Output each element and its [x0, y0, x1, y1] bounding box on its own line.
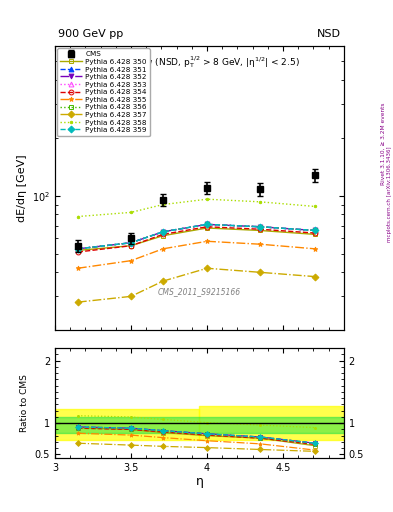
Line: Pythia 6.428 353: Pythia 6.428 353 [75, 222, 318, 251]
Pythia 6.428 352 [313, 227, 318, 233]
Text: NSD: NSD [317, 29, 341, 39]
Y-axis label: dE/dη [GeV]: dE/dη [GeV] [17, 154, 27, 222]
Pythia 6.428 355 [205, 238, 209, 244]
Pythia 6.428 354 [313, 230, 318, 236]
Pythia 6.428 352 [205, 221, 209, 227]
Pythia 6.428 351 [161, 229, 165, 235]
Pythia 6.428 358 [205, 196, 209, 202]
Pythia 6.428 354 [258, 226, 263, 232]
Pythia 6.428 353 [75, 246, 80, 252]
Text: CMS_2011_S9215166: CMS_2011_S9215166 [158, 287, 241, 296]
Pythia 6.428 353 [258, 224, 263, 230]
Pythia 6.428 354 [129, 243, 133, 249]
Pythia 6.428 351 [129, 240, 133, 246]
Pythia 6.428 358 [161, 202, 165, 208]
Pythia 6.428 358 [75, 214, 80, 220]
Pythia 6.428 359 [75, 246, 80, 252]
Pythia 6.428 358 [258, 199, 263, 205]
Pythia 6.428 350 [161, 232, 165, 239]
Line: Pythia 6.428 359: Pythia 6.428 359 [75, 222, 318, 251]
Pythia 6.428 351 [258, 224, 263, 230]
Pythia 6.428 352 [129, 240, 133, 246]
Pythia 6.428 357 [75, 299, 80, 305]
Text: 900 GeV pp: 900 GeV pp [58, 29, 123, 39]
Pythia 6.428 359 [129, 240, 133, 246]
Pythia 6.428 357 [313, 273, 318, 280]
Line: Pythia 6.428 358: Pythia 6.428 358 [75, 197, 318, 219]
Line: Pythia 6.428 352: Pythia 6.428 352 [75, 222, 318, 251]
Pythia 6.428 356 [205, 221, 209, 227]
Pythia 6.428 355 [258, 241, 263, 247]
Pythia 6.428 352 [258, 224, 263, 230]
Text: Rivet 3.1.10, ≥ 3.2M events: Rivet 3.1.10, ≥ 3.2M events [381, 102, 386, 185]
Pythia 6.428 357 [129, 293, 133, 300]
Pythia 6.428 359 [313, 227, 318, 233]
Pythia 6.428 356 [129, 240, 133, 246]
Legend: CMS, Pythia 6.428 350, Pythia 6.428 351, Pythia 6.428 352, Pythia 6.428 353, Pyt: CMS, Pythia 6.428 350, Pythia 6.428 351,… [57, 48, 150, 136]
Line: Pythia 6.428 351: Pythia 6.428 351 [75, 222, 318, 251]
Pythia 6.428 350 [129, 243, 133, 249]
Pythia 6.428 352 [75, 246, 80, 252]
Pythia 6.428 356 [75, 246, 80, 252]
Pythia 6.428 350 [75, 247, 80, 253]
Pythia 6.428 350 [313, 231, 318, 238]
Pythia 6.428 357 [258, 269, 263, 275]
Pythia 6.428 355 [313, 246, 318, 252]
X-axis label: $\eta$: $\eta$ [195, 476, 204, 490]
Pythia 6.428 359 [161, 229, 165, 235]
Text: mcplots.cern.ch [arXiv:1306.3436]: mcplots.cern.ch [arXiv:1306.3436] [387, 147, 391, 242]
Line: Pythia 6.428 357: Pythia 6.428 357 [75, 266, 318, 305]
Pythia 6.428 359 [205, 221, 209, 227]
Pythia 6.428 357 [205, 265, 209, 271]
Pythia 6.428 351 [75, 246, 80, 252]
Y-axis label: Ratio to CMS: Ratio to CMS [20, 374, 29, 432]
Line: Pythia 6.428 350: Pythia 6.428 350 [75, 226, 318, 253]
Pythia 6.428 351 [313, 227, 318, 233]
Line: Pythia 6.428 355: Pythia 6.428 355 [75, 239, 318, 271]
Pythia 6.428 355 [75, 265, 80, 271]
Pythia 6.428 357 [161, 278, 165, 284]
Pythia 6.428 352 [161, 229, 165, 235]
Line: Pythia 6.428 356: Pythia 6.428 356 [75, 222, 318, 251]
Pythia 6.428 353 [205, 221, 209, 227]
Pythia 6.428 355 [161, 246, 165, 252]
Pythia 6.428 356 [258, 224, 263, 230]
Pythia 6.428 355 [129, 258, 133, 264]
Pythia 6.428 354 [205, 224, 209, 230]
Pythia 6.428 353 [161, 229, 165, 235]
Line: Pythia 6.428 354: Pythia 6.428 354 [75, 224, 318, 254]
Pythia 6.428 350 [205, 225, 209, 231]
Pythia 6.428 353 [129, 240, 133, 246]
Pythia 6.428 359 [258, 224, 263, 230]
Pythia 6.428 353 [313, 227, 318, 233]
Pythia 6.428 356 [313, 227, 318, 233]
Pythia 6.428 358 [129, 209, 133, 216]
Pythia 6.428 354 [75, 249, 80, 255]
Text: Energy flow (NSD, $p_T^{1/2}$ > 8 GeV, $|\eta^{1/2}|$ < 2.5): Energy flow (NSD, $p_T^{1/2}$ > 8 GeV, $… [99, 55, 300, 70]
Pythia 6.428 350 [258, 227, 263, 233]
Pythia 6.428 356 [161, 229, 165, 235]
Pythia 6.428 358 [313, 203, 318, 209]
Pythia 6.428 351 [205, 221, 209, 227]
Pythia 6.428 354 [161, 231, 165, 238]
